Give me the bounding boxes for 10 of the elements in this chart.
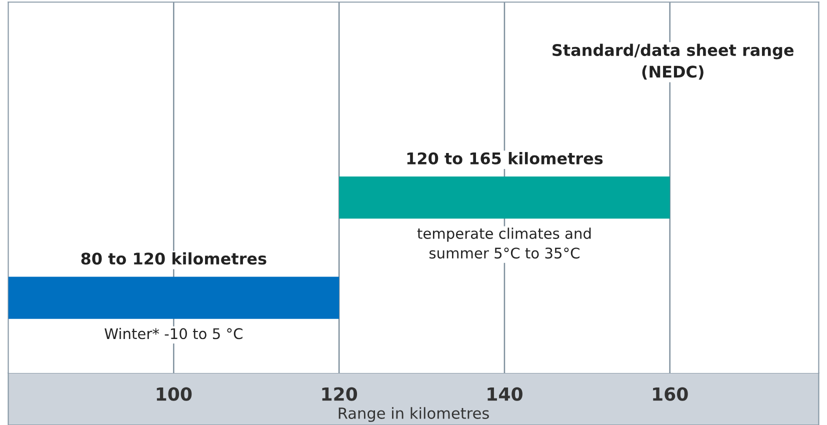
x-axis-title: Range in kilometres	[338, 407, 489, 422]
text: Standard/data sheet range (NEDC)	[552, 44, 794, 80]
x-tick-label: 120	[322, 387, 358, 401]
x-tick-label: 160	[653, 387, 688, 401]
x-tick-label: 100	[156, 387, 192, 401]
annotation: 80 to 120 kilometres	[81, 252, 266, 265]
x-tick-label: 140	[488, 387, 522, 401]
annotation: Winter* -10 to 5 °C	[104, 328, 242, 340]
annotation: temperate climates and summer 5°C to 35°C	[417, 228, 591, 259]
annotation: 120 to 165 kilometres	[407, 152, 603, 164]
